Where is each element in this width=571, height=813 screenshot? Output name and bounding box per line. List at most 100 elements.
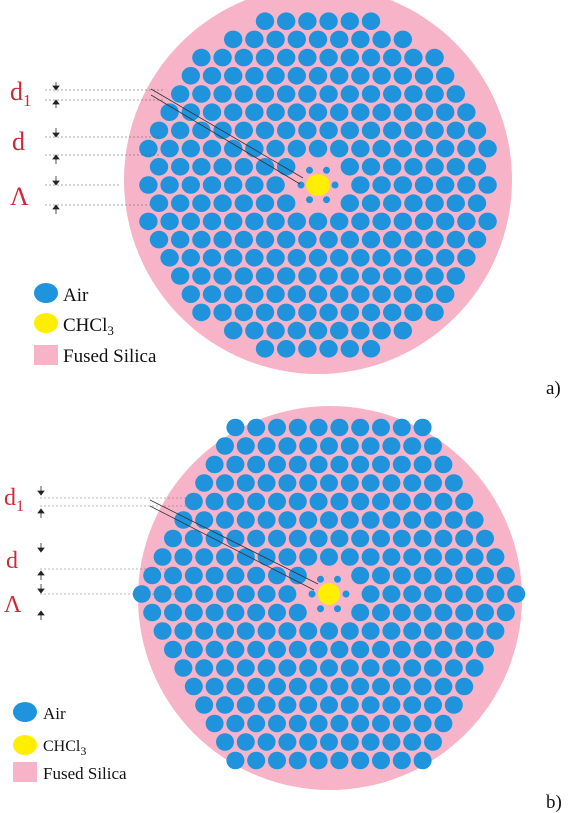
air-hole — [192, 48, 211, 67]
legend-chcl3-swatch-b — [13, 735, 37, 755]
air-hole — [382, 622, 401, 640]
air-hole — [192, 85, 211, 103]
air-hole — [226, 529, 245, 548]
air-hole — [139, 139, 158, 158]
air-hole — [202, 285, 222, 304]
small-air-hole — [342, 590, 350, 598]
air-hole — [255, 267, 275, 285]
air-hole — [287, 139, 306, 158]
air-hole — [361, 158, 381, 176]
air-hole — [382, 511, 401, 529]
air-hole — [319, 12, 338, 30]
air-hole — [171, 121, 190, 140]
air-hole — [309, 640, 328, 659]
air-hole — [308, 285, 328, 304]
air-hole — [403, 474, 422, 492]
air-hole — [340, 267, 359, 285]
air-hole — [351, 751, 370, 770]
air-hole — [403, 585, 422, 603]
air-hole — [160, 139, 179, 158]
air-hole — [393, 212, 412, 231]
air-hole — [340, 733, 359, 751]
air-hole — [213, 194, 232, 212]
air-hole — [382, 437, 401, 455]
air-hole — [372, 529, 390, 548]
air-hole — [446, 267, 465, 285]
air-hole — [393, 67, 412, 85]
air-hole — [195, 511, 214, 529]
air-hole — [171, 194, 190, 212]
air-hole — [277, 303, 296, 322]
air-hole — [392, 714, 411, 733]
air-hole — [247, 455, 266, 474]
air-hole — [192, 303, 211, 322]
air-hole — [216, 696, 234, 714]
air-hole — [444, 659, 463, 677]
air-hole — [224, 103, 243, 121]
air-hole — [340, 659, 359, 677]
air-hole — [216, 474, 234, 492]
air-hole — [160, 103, 179, 121]
air-hole — [245, 212, 264, 231]
legend-air-label-b: Air — [43, 704, 66, 723]
air-hole — [226, 751, 245, 770]
air-hole — [320, 733, 338, 751]
air-hole — [361, 340, 381, 358]
air-hole — [330, 492, 349, 511]
air-hole — [309, 677, 328, 696]
small-air-hole — [308, 590, 316, 598]
small-air-hole — [306, 196, 313, 204]
air-hole — [446, 158, 465, 176]
air-hole — [424, 511, 442, 529]
air-hole — [308, 30, 328, 49]
air-hole — [268, 566, 286, 585]
air-hole — [288, 529, 307, 548]
air-hole — [319, 267, 338, 285]
air-hole — [361, 733, 380, 751]
air-hole — [184, 640, 203, 659]
air-hole — [192, 267, 211, 285]
air-hole — [205, 677, 224, 696]
air-hole — [404, 48, 423, 67]
air-hole — [184, 677, 203, 696]
air-hole — [213, 267, 232, 285]
air-hole — [446, 121, 465, 140]
air-hole — [351, 30, 370, 49]
air-hole — [372, 640, 390, 659]
small-air-hole — [323, 166, 330, 174]
air-hole — [309, 751, 328, 770]
air-hole — [425, 158, 444, 176]
air-hole — [486, 548, 505, 566]
core-b — [318, 583, 340, 605]
air-hole — [174, 622, 193, 640]
air-hole — [424, 733, 442, 751]
air-hole — [216, 659, 234, 677]
air-hole — [383, 303, 402, 322]
air-hole — [340, 340, 359, 358]
air-hole — [299, 437, 318, 455]
air-hole — [372, 67, 391, 85]
panel-a: d1 d Λ Air CHCl3 Fused Silica a) — [10, 0, 561, 399]
small-air-hole — [317, 575, 324, 583]
air-hole — [139, 212, 158, 231]
air-hole — [309, 455, 328, 474]
air-hole — [205, 455, 224, 474]
air-hole — [382, 585, 401, 603]
air-hole — [340, 12, 359, 30]
air-hole — [351, 248, 370, 267]
air-hole — [393, 30, 412, 49]
legend-silica-swatch-b — [13, 762, 37, 782]
air-hole — [383, 48, 402, 67]
air-hole — [287, 321, 306, 340]
air-hole — [393, 176, 412, 194]
air-hole — [414, 139, 434, 158]
air-hole — [351, 529, 370, 548]
air-hole — [361, 437, 380, 455]
air-hole — [216, 511, 234, 529]
air-hole — [226, 603, 245, 622]
legend-air-label-a: Air — [63, 285, 89, 306]
air-hole — [195, 696, 214, 714]
air-hole — [413, 455, 432, 474]
air-hole — [404, 194, 423, 212]
panel-b: d1 d Λ Air CHCl3 Fused Silica b) — [4, 406, 562, 813]
